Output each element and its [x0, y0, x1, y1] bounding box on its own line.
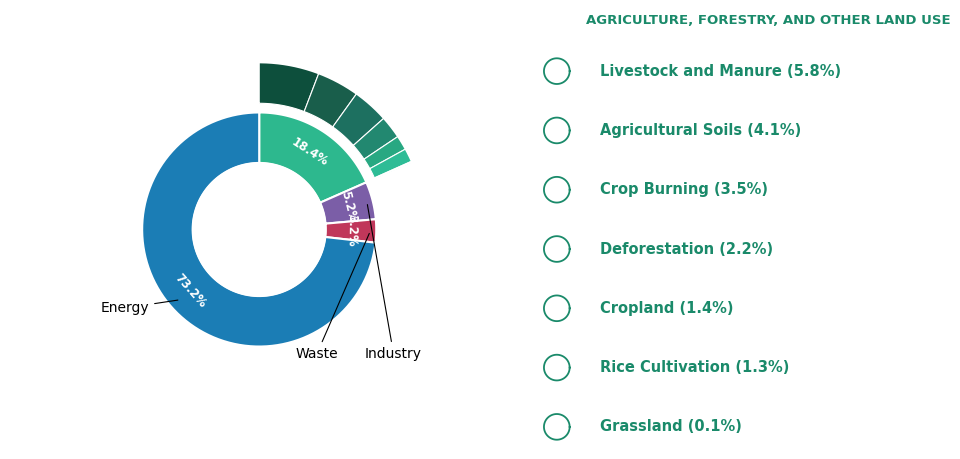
Text: Grassland (0.1%): Grassland (0.1%) — [600, 420, 742, 434]
Text: Waste: Waste — [296, 234, 370, 361]
Text: Rice Cultivation (1.3%): Rice Cultivation (1.3%) — [600, 360, 789, 375]
Text: Industry: Industry — [365, 205, 422, 361]
Polygon shape — [193, 163, 325, 296]
Polygon shape — [333, 93, 384, 146]
Text: Cropland (1.4%): Cropland (1.4%) — [600, 301, 733, 316]
Text: Deforestation (2.2%): Deforestation (2.2%) — [600, 241, 773, 257]
Polygon shape — [325, 219, 376, 243]
Text: 18.4%: 18.4% — [289, 136, 330, 169]
Polygon shape — [364, 136, 406, 169]
Text: 5.2%: 5.2% — [338, 189, 358, 224]
Text: Agricultural Soils (4.1%): Agricultural Soils (4.1%) — [600, 123, 802, 138]
Polygon shape — [353, 118, 398, 159]
Polygon shape — [374, 161, 413, 179]
Polygon shape — [259, 112, 367, 203]
Text: 3.2%: 3.2% — [345, 214, 358, 247]
Polygon shape — [304, 73, 357, 127]
Text: AGRICULTURE, FORESTRY, AND OTHER LAND USE: AGRICULTURE, FORESTRY, AND OTHER LAND US… — [586, 14, 950, 27]
Text: 73.2%: 73.2% — [172, 271, 209, 310]
Polygon shape — [320, 182, 375, 224]
Polygon shape — [259, 62, 319, 112]
Text: Energy: Energy — [101, 300, 178, 315]
Polygon shape — [142, 112, 375, 347]
Text: Livestock and Manure (5.8%): Livestock and Manure (5.8%) — [600, 64, 841, 78]
Text: Crop Burning (3.5%): Crop Burning (3.5%) — [600, 182, 768, 197]
Polygon shape — [370, 149, 412, 178]
